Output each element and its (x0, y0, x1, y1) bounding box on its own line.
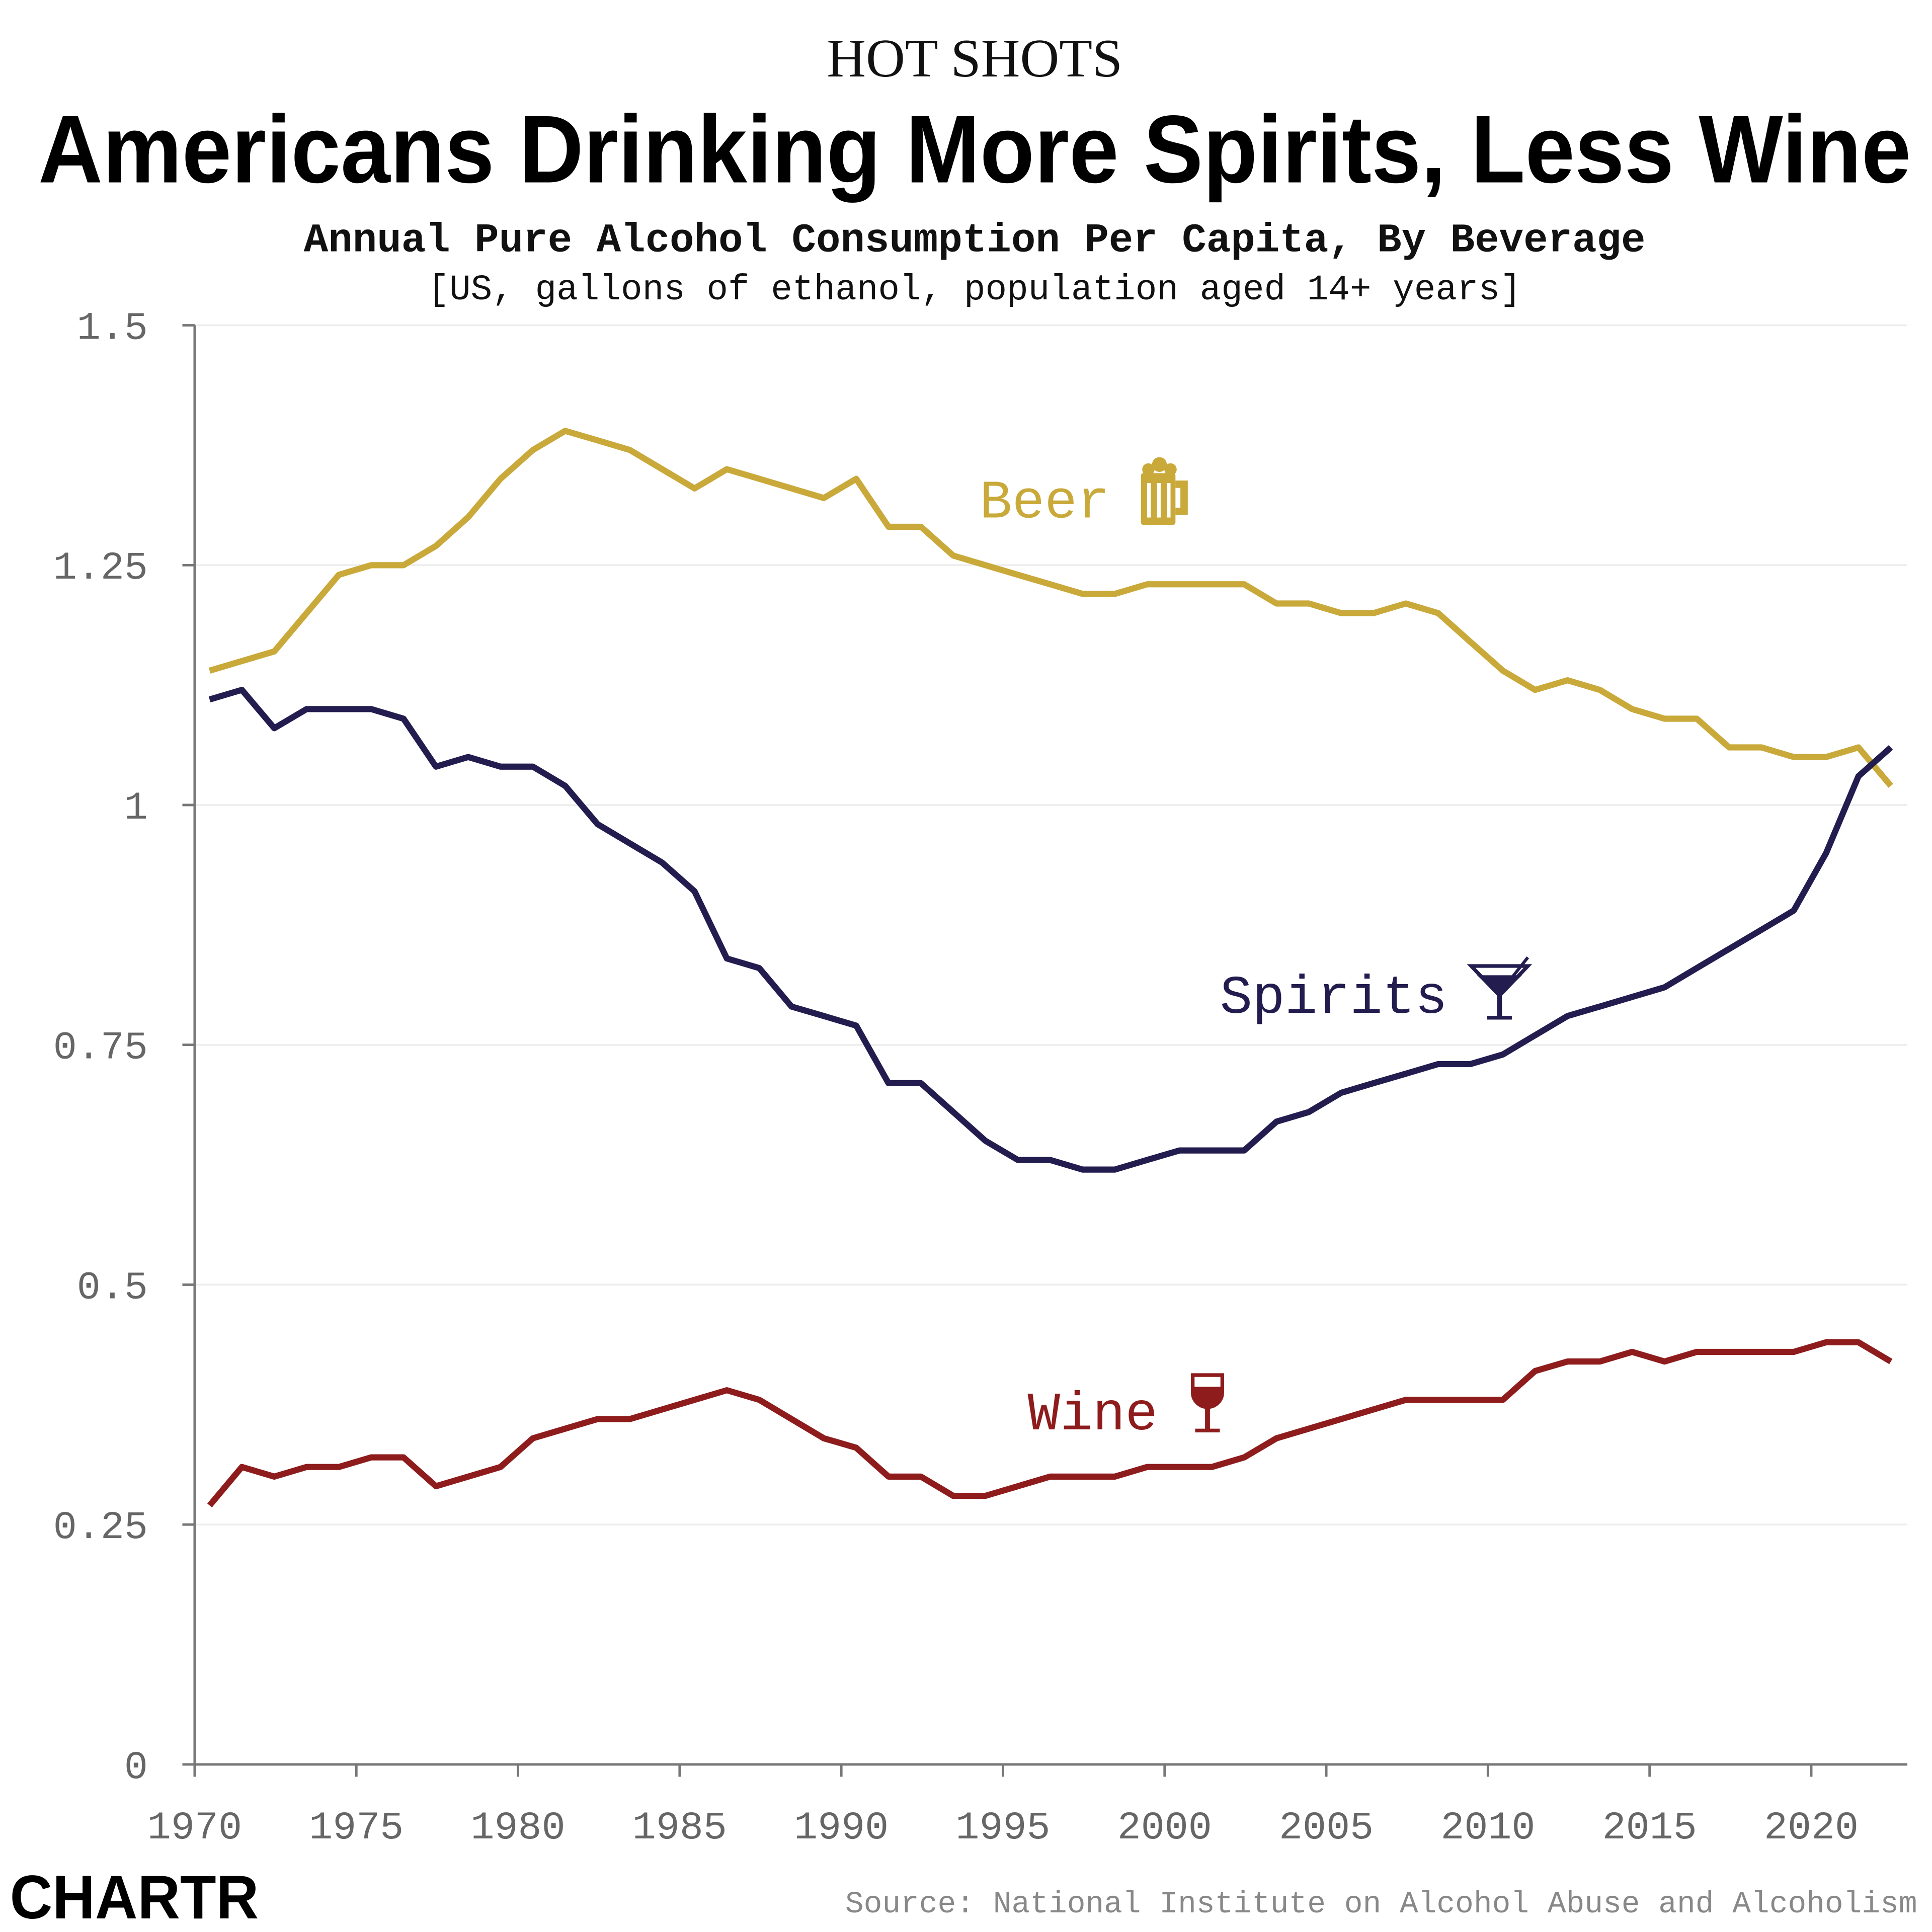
source-note: Source: National Institute on Alcohol Ab… (845, 1887, 1917, 1922)
series-label-wine: Wine (1027, 1385, 1158, 1446)
x-tick-label: 2015 (1602, 1806, 1697, 1850)
y-tick-label: 1.25 (53, 546, 148, 591)
y-tick-label: 0 (124, 1745, 148, 1790)
x-tick-label: 1970 (147, 1806, 242, 1850)
martini-glass-icon (1467, 956, 1533, 1020)
y-tick-label: 0.5 (77, 1265, 148, 1310)
x-tick-label: 1985 (632, 1806, 727, 1850)
chart-title: Americans Drinking More Spirits, Less Wi… (38, 96, 1911, 203)
x-tick-label: 1980 (471, 1806, 566, 1850)
x-tick-label: 1990 (794, 1806, 889, 1850)
beer-mug-icon (1141, 457, 1188, 525)
series-label-spirits: Spirits (1220, 968, 1447, 1029)
series-line-wine (207, 1339, 1893, 1508)
y-tick-label: 1 (124, 786, 148, 831)
x-tick-label: 2005 (1279, 1806, 1374, 1850)
series-label-beer: Beer (980, 473, 1110, 534)
chart-note: [US, gallons of ethanol, population aged… (428, 270, 1521, 310)
x-tick-label: 1995 (955, 1806, 1050, 1850)
wine-glass-icon (1190, 1373, 1225, 1432)
y-tick-label: 0.25 (53, 1505, 148, 1550)
series-line-beer (208, 428, 1893, 788)
y-tick-label: 1.5 (77, 306, 148, 351)
x-tick-label: 2000 (1117, 1806, 1212, 1850)
series-line-spirits (208, 687, 1893, 1173)
chartr-logo: CHARTR (10, 1863, 259, 1931)
x-tick-label: 2020 (1764, 1806, 1859, 1850)
kicker: HOT SHOTS (827, 29, 1122, 89)
chart-subtitle: Annual Pure Alcohol Consumption Per Capi… (304, 218, 1646, 264)
x-tick-label: 1975 (309, 1806, 404, 1850)
x-tick-label: 2010 (1440, 1806, 1535, 1850)
y-tick-label: 0.75 (53, 1026, 148, 1071)
